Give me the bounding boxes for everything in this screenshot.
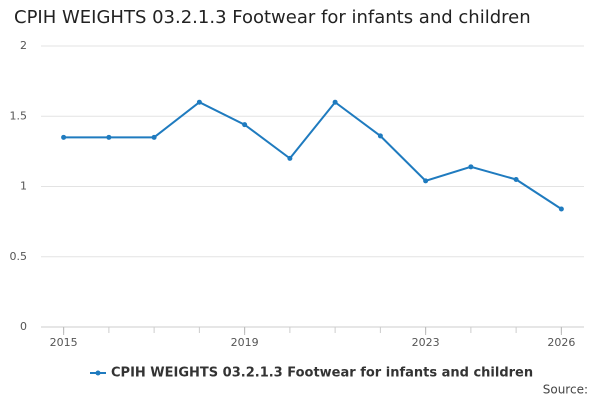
data-point [106, 134, 112, 140]
data-point [468, 164, 474, 170]
y-tick-label: 0 [20, 320, 27, 333]
source: Source: [543, 383, 588, 397]
x-tick-label: 2015 [50, 336, 78, 349]
data-point [196, 99, 202, 105]
legend-marker [95, 370, 101, 376]
data-point [423, 178, 429, 184]
data-point [377, 133, 383, 139]
data-point [558, 206, 564, 212]
data-point [513, 176, 519, 182]
data-point [61, 134, 67, 140]
x-tick-label: 2026 [547, 336, 575, 349]
x-tick-label: 2019 [231, 336, 259, 349]
y-tick-label: 0.5 [10, 250, 28, 263]
y-tick-label: 1 [20, 180, 27, 193]
x-tick-label: 2023 [412, 336, 440, 349]
data-point [242, 122, 248, 128]
y-tick-label: 1.5 [10, 109, 28, 122]
series-line [63, 100, 562, 210]
legend-label: CPIH WEIGHTS 03.2.1.3 Footwear for infan… [111, 366, 533, 381]
data-point [332, 99, 338, 105]
chart-title: CPIH WEIGHTS 03.2.1.3 Footwear for infan… [14, 7, 531, 28]
data-point [287, 155, 293, 161]
data-point [151, 134, 157, 140]
y-tick-label: 2 [20, 39, 27, 52]
